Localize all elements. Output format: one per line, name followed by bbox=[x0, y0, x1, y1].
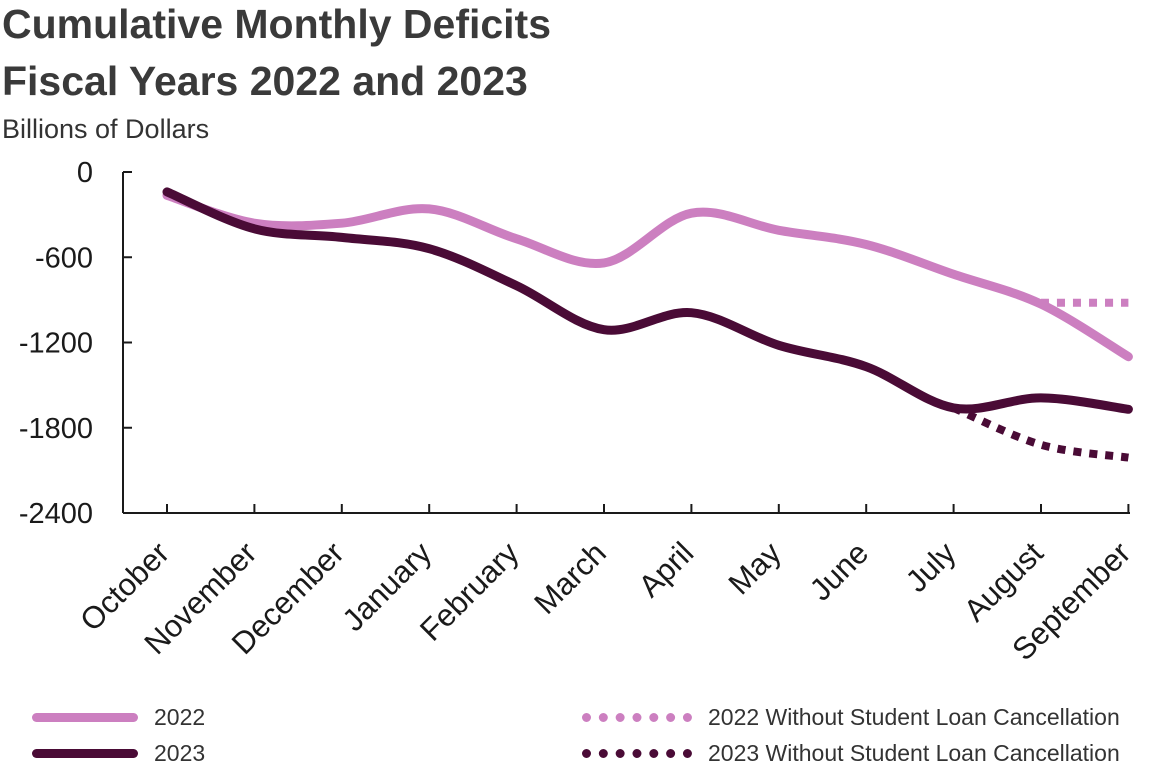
series-line-2022 bbox=[162, 190, 1133, 362]
legend-label-2022: 2022 bbox=[154, 704, 206, 730]
y-tick-label: -1200 bbox=[19, 328, 93, 360]
legend-swatch-2023 bbox=[32, 749, 138, 758]
legend-item-2023: 2023 bbox=[32, 740, 205, 767]
legend-item-2022: 2022 bbox=[32, 704, 205, 731]
series-line-2023 bbox=[162, 187, 1133, 414]
y-tick-label: -600 bbox=[35, 242, 93, 274]
legend-swatch-2022-dotted bbox=[582, 713, 692, 722]
x-tick-label: July bbox=[899, 535, 963, 599]
chart-title-line-1: Cumulative Monthly Deficits bbox=[2, 1, 552, 47]
legend-item-2023-without-cancellation: 2023 Without Student Loan Cancellation bbox=[582, 740, 1120, 767]
legend-swatch-2022 bbox=[32, 713, 138, 722]
y-tick-label: 0 bbox=[77, 157, 93, 189]
series-line-2023-without-student-loan-cancellation bbox=[952, 404, 1129, 462]
x-tick-label: May bbox=[722, 535, 789, 602]
x-tick-label: April bbox=[632, 535, 701, 604]
x-tick-label: March bbox=[527, 535, 613, 621]
y-tick-label: -1800 bbox=[19, 413, 93, 445]
legend-swatch-2023-dotted bbox=[582, 749, 692, 758]
legend-label-2022-without-cancellation: 2022 Without Student Loan Cancellation bbox=[708, 704, 1120, 730]
legend-label-2023: 2023 bbox=[154, 740, 206, 766]
chart-title-line-2: Fiscal Years 2022 and 2023 bbox=[2, 58, 528, 104]
chart-title: Cumulative Monthly Deficits Fiscal Years… bbox=[2, 0, 551, 110]
x-tick-label: February bbox=[413, 535, 526, 648]
legend-item-2022-without-cancellation: 2022 Without Student Loan Cancellation bbox=[582, 704, 1120, 731]
y-axis-unit-label: Billions of Dollars bbox=[2, 114, 210, 144]
y-tick-label: -2400 bbox=[19, 498, 93, 530]
x-tick-label: June bbox=[803, 535, 875, 607]
legend-label-2023-without-cancellation: 2023 Without Student Loan Cancellation bbox=[708, 740, 1120, 766]
